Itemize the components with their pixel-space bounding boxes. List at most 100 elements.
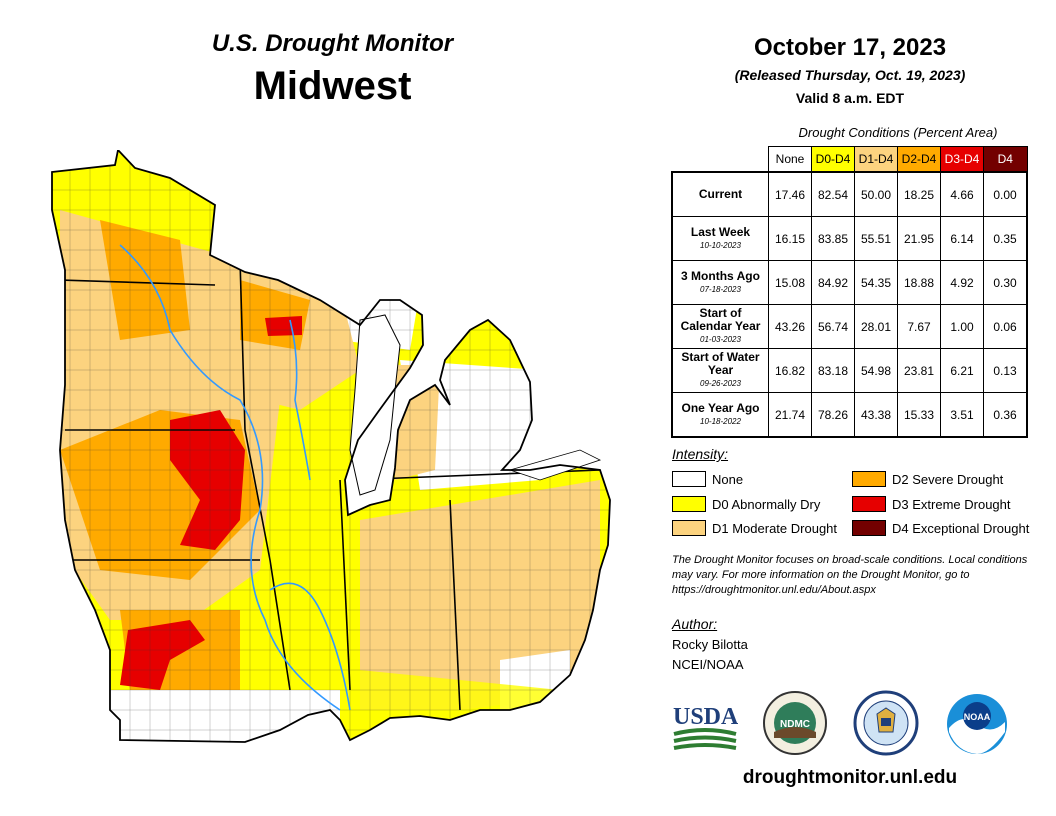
row-label-text: Current	[698, 187, 743, 201]
table-row: Start of Calendar Year 01-03-2023 43.26 56.…	[671, 304, 1028, 349]
legend-swatch	[852, 496, 886, 512]
column-header: D4	[983, 146, 1028, 173]
table-cell: 6.21	[940, 348, 984, 393]
legend-item-d2: D2 Severe Drought	[852, 471, 1003, 487]
ndmc-text: NDMC	[780, 719, 810, 730]
column-header: D0-D4	[811, 146, 855, 173]
table-cell: 21.74	[768, 392, 812, 438]
table-cell: 54.35	[854, 260, 898, 305]
row-label: Current	[671, 171, 769, 217]
table-cell: 18.25	[897, 171, 941, 217]
table-cell: 6.14	[940, 216, 984, 261]
table-cell: 17.46	[768, 171, 812, 217]
row-date: 01-03-2023	[700, 335, 741, 344]
table-cell: 16.82	[768, 348, 812, 393]
row-label-text: Start of Water Year	[681, 350, 760, 377]
legend-label: None	[712, 471, 744, 487]
row-label-text: 3 Months Ago	[681, 268, 760, 283]
table-cell: 7.67	[897, 304, 941, 349]
map-date: October 17, 2023	[753, 34, 947, 61]
legend-swatch	[672, 520, 706, 536]
legend-swatch	[672, 496, 706, 512]
table-cell: 82.54	[811, 171, 855, 217]
usda-text: USDA	[673, 704, 738, 730]
table-cell: 0.00	[983, 171, 1028, 217]
legend-label: D3 Extreme Drought	[892, 496, 1011, 512]
legend-swatch	[672, 471, 706, 487]
row-label-text: One Year Ago	[681, 400, 760, 415]
legend-item-none: None	[672, 471, 743, 487]
legend-label: D2 Severe Drought	[892, 471, 1004, 487]
release-date: (Released Thursday, Oct. 19, 2023)	[734, 67, 966, 83]
table-cell: 21.95	[897, 216, 941, 261]
usda-logo: USDA	[673, 704, 738, 750]
author-name: Rocky Bilotta	[672, 637, 748, 652]
table-cell: 43.38	[854, 392, 898, 438]
row-label: 3 Months Ago 07-18-2023	[671, 260, 769, 305]
row-label: Last Week 10-10-2023	[671, 216, 769, 261]
table-cell: 56.74	[811, 304, 855, 349]
table-cell: 15.33	[897, 392, 941, 438]
legend-item-d1: D1 Moderate Drought	[672, 520, 837, 536]
valid-time: Valid 8 a.m. EDT	[795, 90, 905, 106]
table-cell: 4.92	[940, 260, 984, 305]
map-title: U.S. Drought Monitor	[211, 30, 454, 57]
noaa-text: NOAA	[964, 712, 991, 722]
table-row: Current 17.46 82.54 50.00 18.25 4.66 0.00	[671, 171, 1028, 217]
table-cell: 43.26	[768, 304, 812, 349]
drought-map	[51, 150, 611, 743]
table-cell: 0.06	[983, 304, 1028, 349]
legend-title: Intensity:	[672, 446, 729, 462]
website-link[interactable]: droughtmonitor.unl.edu	[742, 767, 958, 788]
ndmc-seal: NDMC	[763, 691, 827, 755]
row-date: 10-10-2023	[700, 240, 741, 250]
row-date: 09-26-2023	[700, 379, 741, 388]
region-title: Midwest	[253, 64, 412, 108]
column-header: D1-D4	[854, 146, 898, 173]
conditions-caption: Drought Conditions (Percent Area)	[798, 125, 998, 140]
table-cell: 23.81	[897, 348, 941, 393]
row-label-text: Last Week	[690, 224, 751, 239]
table-cell: 84.92	[811, 260, 855, 305]
legend-item-d3: D3 Extreme Drought	[852, 496, 1011, 512]
column-header: D2-D4	[897, 146, 941, 173]
legend-label: D0 Abnormally Dry	[712, 496, 821, 512]
table-cell: 4.66	[940, 171, 984, 217]
table-cell: 0.35	[983, 216, 1028, 261]
table-cell: 78.26	[811, 392, 855, 438]
table-cell: 0.30	[983, 260, 1028, 305]
legend-swatch	[852, 520, 886, 536]
table-cell: 1.00	[940, 304, 984, 349]
drought-conditions-table: None D0-D4 D1-D4 D2-D4 D3-D4 D4 Current 1…	[671, 146, 1028, 438]
row-date: 07-18-2023	[700, 284, 741, 294]
table-cell: 83.18	[811, 348, 855, 393]
table-cell: 28.01	[854, 304, 898, 349]
legend-swatch	[852, 471, 886, 487]
table-cell: 50.00	[854, 171, 898, 217]
row-date: 10-18-2022	[700, 416, 741, 426]
legend-item-d0: D0 Abnormally Dry	[672, 496, 820, 512]
row-label: Start of Water Year 09-26-2023	[671, 348, 769, 393]
author-label: Author:	[672, 616, 718, 632]
commerce-seal	[853, 690, 919, 756]
author-org: NCEI/NOAA	[672, 657, 744, 672]
table-cell: 0.36	[983, 392, 1028, 438]
table-cell: 16.15	[768, 216, 812, 261]
table-cell: 18.88	[897, 260, 941, 305]
disclaimer-note: The Drought Monitor focuses on broad-sca…	[672, 554, 1028, 596]
row-label: Start of Calendar Year 01-03-2023	[671, 304, 769, 349]
legend-label: D1 Moderate Drought	[712, 520, 838, 536]
table-cell: 3.51	[940, 392, 984, 438]
column-header: D3-D4	[940, 146, 984, 173]
row-label: One Year Ago 10-18-2022	[671, 392, 769, 438]
table-cell: 15.08	[768, 260, 812, 305]
table-cell: 55.51	[854, 216, 898, 261]
table-row: One Year Ago 10-18-2022 21.74 78.26 43.38 15.…	[671, 392, 1028, 438]
legend-item-d4: D4 Exceptional Drought	[852, 520, 1029, 536]
table-cell: 0.13	[983, 348, 1028, 393]
table-corner	[672, 146, 769, 172]
table-cell: 83.85	[811, 216, 855, 261]
row-label-text: Start of Calendar Year	[680, 306, 761, 333]
table-row: Last Week 10-10-2023 16.15 83.85 55.51 21.95 6…	[671, 216, 1028, 261]
table-row: Start of Water Year 09-26-2023 16.82 83.18 5…	[671, 348, 1028, 393]
